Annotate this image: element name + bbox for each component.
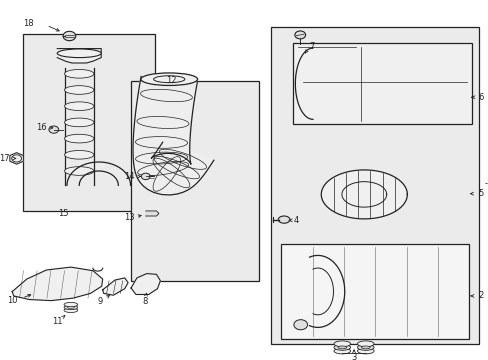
Polygon shape — [12, 267, 102, 301]
Ellipse shape — [64, 167, 94, 175]
Ellipse shape — [337, 346, 346, 349]
Ellipse shape — [64, 308, 78, 312]
Text: 10: 10 — [7, 296, 18, 305]
Polygon shape — [10, 153, 23, 164]
Ellipse shape — [357, 341, 373, 347]
Ellipse shape — [64, 118, 94, 127]
Ellipse shape — [333, 341, 350, 347]
Polygon shape — [145, 211, 159, 216]
Ellipse shape — [361, 346, 369, 349]
Text: 3: 3 — [351, 353, 356, 360]
Bar — [293, 43, 471, 124]
Text: 4: 4 — [293, 216, 298, 225]
Ellipse shape — [64, 86, 94, 94]
Ellipse shape — [64, 302, 78, 307]
Ellipse shape — [357, 348, 373, 354]
Polygon shape — [133, 76, 213, 195]
Bar — [23, 34, 154, 211]
Ellipse shape — [63, 31, 76, 41]
Ellipse shape — [141, 73, 197, 85]
Ellipse shape — [64, 134, 94, 143]
Ellipse shape — [141, 173, 150, 180]
Ellipse shape — [333, 348, 350, 354]
Polygon shape — [102, 278, 128, 295]
Text: 15: 15 — [58, 209, 69, 217]
Bar — [271, 27, 478, 344]
Text: 14: 14 — [123, 172, 134, 181]
Polygon shape — [131, 274, 160, 294]
Text: 11: 11 — [52, 317, 63, 325]
Text: 2: 2 — [477, 292, 482, 300]
Text: 9: 9 — [98, 297, 102, 306]
Text: 17: 17 — [0, 154, 10, 163]
Ellipse shape — [67, 306, 74, 309]
Polygon shape — [321, 170, 407, 219]
Text: 8: 8 — [142, 297, 147, 306]
Text: 6: 6 — [477, 93, 482, 102]
Text: 12: 12 — [165, 76, 176, 85]
Text: 13: 13 — [123, 213, 134, 222]
Ellipse shape — [293, 320, 307, 330]
Ellipse shape — [12, 155, 21, 162]
Ellipse shape — [64, 102, 94, 111]
Ellipse shape — [294, 31, 305, 39]
Ellipse shape — [57, 49, 101, 58]
Ellipse shape — [64, 150, 94, 159]
Text: 7: 7 — [308, 42, 313, 51]
Ellipse shape — [333, 345, 350, 350]
Ellipse shape — [357, 345, 373, 350]
Bar — [131, 81, 259, 281]
Text: -1: -1 — [484, 179, 488, 188]
Ellipse shape — [278, 216, 289, 223]
Polygon shape — [57, 49, 101, 63]
Ellipse shape — [49, 126, 59, 133]
Text: 18: 18 — [23, 19, 34, 28]
Bar — [281, 244, 468, 339]
Text: 5: 5 — [477, 189, 482, 198]
Ellipse shape — [64, 69, 94, 78]
Ellipse shape — [64, 305, 78, 310]
Text: 16: 16 — [36, 123, 47, 132]
